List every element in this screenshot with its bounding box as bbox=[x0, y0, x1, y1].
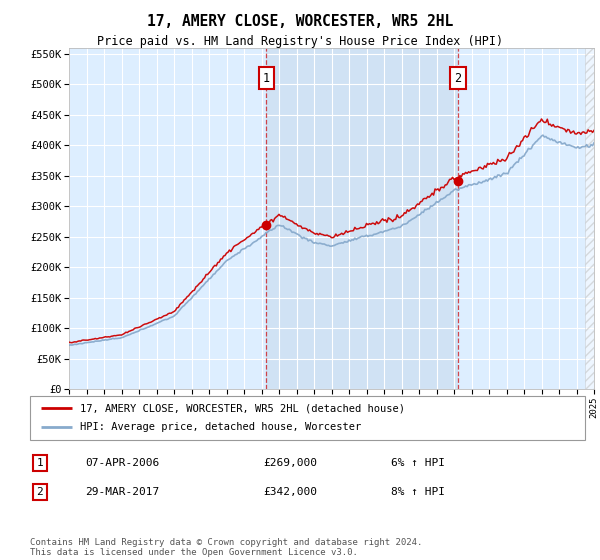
Text: 2: 2 bbox=[37, 487, 43, 497]
Bar bbox=[585, 48, 594, 389]
Text: 17, AMERY CLOSE, WORCESTER, WR5 2HL (detached house): 17, AMERY CLOSE, WORCESTER, WR5 2HL (det… bbox=[80, 403, 405, 413]
Text: 1: 1 bbox=[37, 458, 43, 468]
Text: 1: 1 bbox=[263, 72, 270, 85]
Text: Contains HM Land Registry data © Crown copyright and database right 2024.
This d: Contains HM Land Registry data © Crown c… bbox=[30, 538, 422, 557]
Text: 6% ↑ HPI: 6% ↑ HPI bbox=[391, 458, 445, 468]
Bar bbox=[266, 48, 458, 389]
Text: £269,000: £269,000 bbox=[263, 458, 317, 468]
Text: £342,000: £342,000 bbox=[263, 487, 317, 497]
FancyBboxPatch shape bbox=[30, 396, 585, 440]
Text: 29-MAR-2017: 29-MAR-2017 bbox=[86, 487, 160, 497]
Text: 8% ↑ HPI: 8% ↑ HPI bbox=[391, 487, 445, 497]
Text: 2: 2 bbox=[454, 72, 461, 85]
Text: 07-APR-2006: 07-APR-2006 bbox=[86, 458, 160, 468]
Text: Price paid vs. HM Land Registry's House Price Index (HPI): Price paid vs. HM Land Registry's House … bbox=[97, 35, 503, 48]
Text: 17, AMERY CLOSE, WORCESTER, WR5 2HL: 17, AMERY CLOSE, WORCESTER, WR5 2HL bbox=[147, 14, 453, 29]
Text: HPI: Average price, detached house, Worcester: HPI: Average price, detached house, Worc… bbox=[80, 422, 361, 432]
